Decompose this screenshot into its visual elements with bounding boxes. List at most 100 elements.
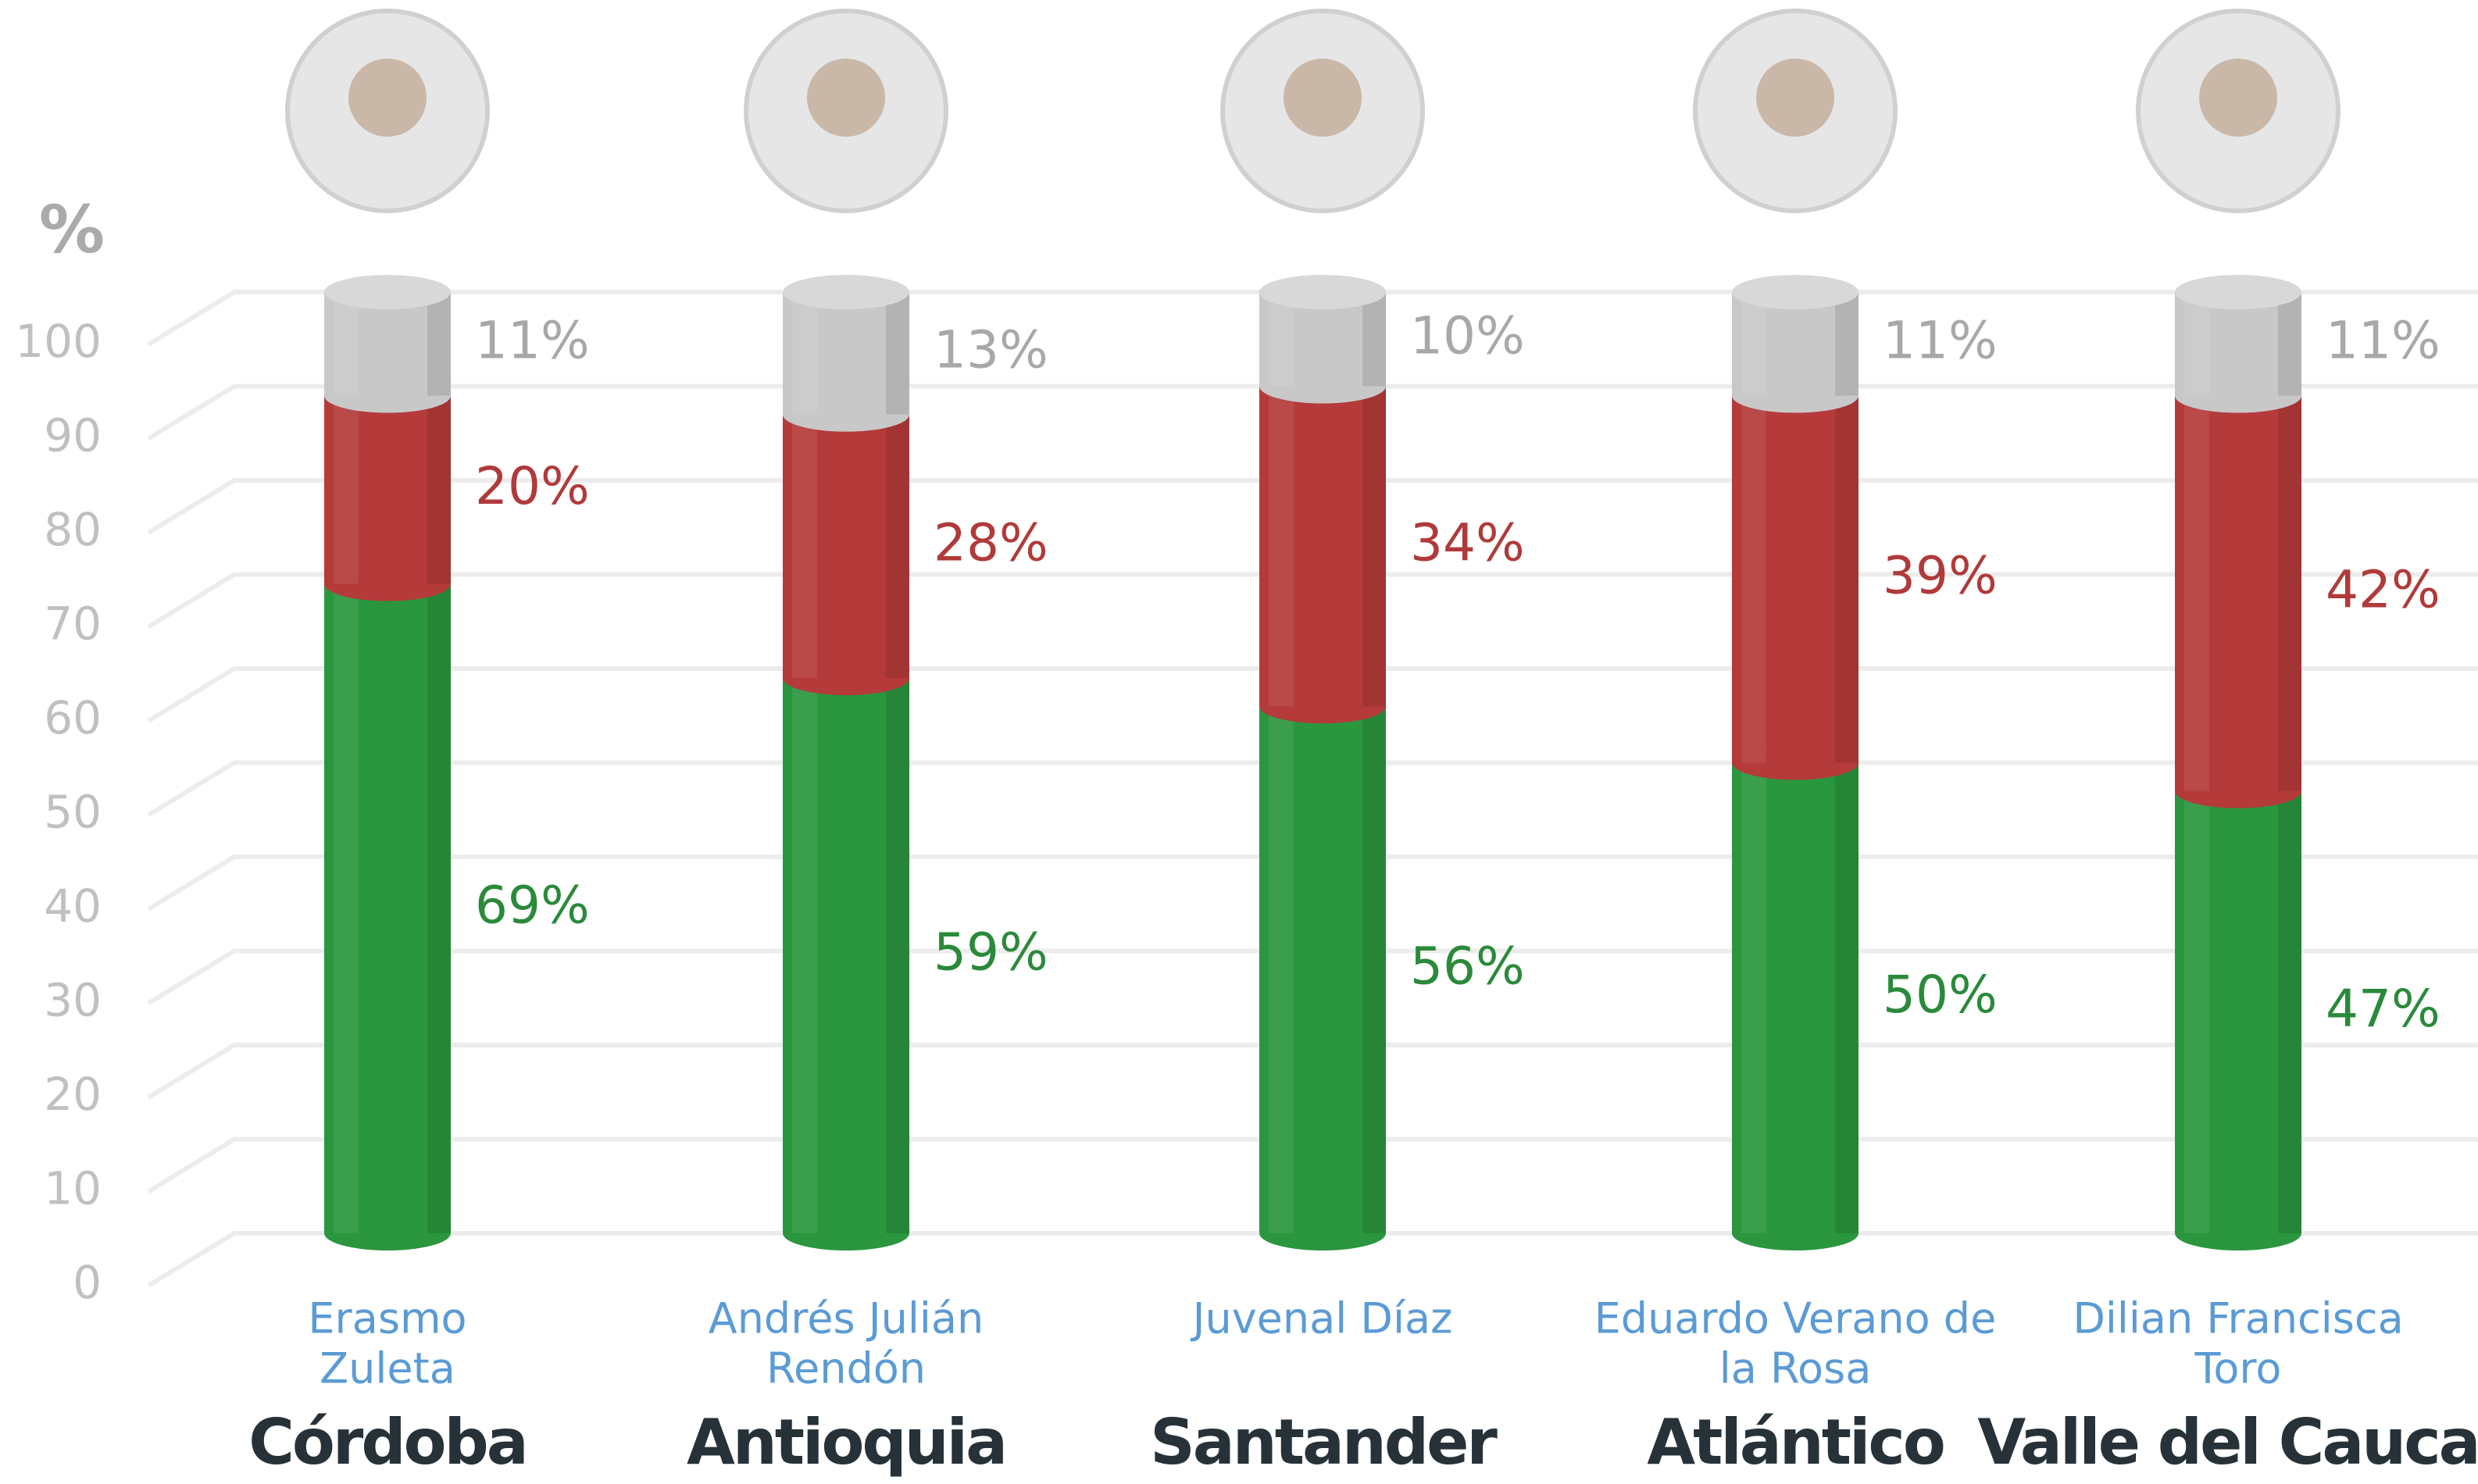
candidate-name: Eduardo Verano de (1594, 1294, 1997, 1343)
value-label: 10% (1410, 305, 1525, 366)
value-label: 13% (934, 319, 1048, 380)
bar-cap (1732, 275, 1858, 309)
bar-shade (1835, 292, 1858, 396)
bar-segment-bottom (2175, 1216, 2301, 1250)
bar-segment-bottom (783, 397, 909, 432)
candidate-name: Toro (2194, 1344, 2282, 1393)
bar-highlight (334, 292, 359, 396)
bar-highlight (792, 414, 817, 679)
bar-segment (1732, 395, 1858, 763)
bar-segment-bottom (1259, 369, 1386, 404)
bar-shade (886, 414, 909, 679)
bar-segment-bottom (324, 378, 451, 413)
x-tick-label: Córdoba (248, 1406, 527, 1479)
bar-segment (1732, 762, 1858, 1233)
bar-segment (783, 678, 909, 1233)
candidate-photo-head (1284, 59, 1362, 137)
value-label: 11% (475, 310, 590, 370)
bar-shade (1362, 706, 1386, 1233)
value-label: 11% (1883, 310, 1998, 370)
bar-shade (2278, 292, 2301, 396)
value-label: 50% (1883, 965, 1998, 1025)
bar-segment (1259, 706, 1386, 1233)
bar-segment (324, 583, 451, 1233)
bar-highlight (1741, 762, 1766, 1233)
bar-segment-bottom (324, 1216, 451, 1250)
bar-shade (2278, 790, 2301, 1233)
value-label: 20% (475, 456, 590, 516)
value-label: 34% (1410, 512, 1525, 573)
candidate-photo-head (2199, 59, 2277, 137)
y-tick-label: 20 (44, 1068, 102, 1121)
bar-segment-bottom (2175, 773, 2301, 808)
grid-line (147, 1043, 2478, 1100)
bar-shade (1362, 292, 1386, 387)
grid-line (147, 1231, 2478, 1288)
grid-line (147, 1136, 2478, 1194)
bar-segment-bottom (2175, 378, 2301, 413)
bar-cap (2175, 275, 2301, 309)
bar-segment-bottom (1732, 745, 1858, 780)
bar-segment (2175, 292, 2301, 396)
value-label: 56% (1410, 936, 1525, 997)
bar-highlight (2184, 292, 2209, 396)
y-tick-label: 90 (44, 409, 102, 462)
y-tick-label: 60 (44, 691, 102, 744)
grid-line (147, 948, 2478, 1006)
bar-highlight (792, 678, 817, 1233)
candidate-name: Zuleta (320, 1344, 455, 1393)
y-tick-label: 100 (15, 315, 102, 368)
bar-highlight (1741, 395, 1766, 763)
grid-line (147, 854, 2478, 911)
bar-highlight (1269, 386, 1294, 707)
bar-segment (324, 395, 451, 584)
bar-segment (2175, 790, 2301, 1233)
grid-line (147, 760, 2478, 818)
bar-shade (427, 583, 451, 1233)
bar-shade (886, 678, 909, 1233)
bar-shade (886, 292, 909, 415)
grid-line (147, 572, 2478, 630)
value-label: 28% (934, 512, 1048, 573)
grid-line (147, 666, 2478, 723)
candidate-name: Juvenal Díaz (1191, 1294, 1453, 1343)
y-tick-label: 80 (44, 503, 102, 556)
bar-highlight (334, 395, 359, 584)
candidate-name: Rendón (766, 1344, 926, 1393)
candidate-photo-head (348, 59, 427, 137)
bar-segment-bottom (1259, 1216, 1386, 1250)
grid-line (147, 290, 2478, 347)
bar-cap (1259, 275, 1386, 309)
candidate-name: Andrés Julián (709, 1294, 984, 1343)
bar-shade (427, 292, 451, 396)
bar-segment (783, 414, 909, 679)
bar-segment-bottom (783, 661, 909, 696)
bar-segment-bottom (1732, 1216, 1858, 1250)
y-tick-label: 70 (44, 598, 102, 651)
bar-shade (1835, 395, 1858, 763)
bar-segment (2175, 395, 2301, 791)
value-label: 47% (2326, 979, 2441, 1039)
bar-shade (1835, 762, 1858, 1233)
bar-cap (324, 275, 451, 309)
y-tick-label: 0 (73, 1256, 102, 1309)
bar-shade (2278, 395, 2301, 791)
bar-highlight (2184, 395, 2209, 791)
bar-shade (1362, 386, 1386, 707)
y-axis-label: % (39, 191, 105, 268)
bar-segment-bottom (783, 1216, 909, 1250)
y-tick-label: 30 (44, 974, 102, 1027)
y-tick-label: 10 (44, 1162, 102, 1215)
bar-segment-bottom (1732, 378, 1858, 413)
y-tick-label: 50 (44, 786, 102, 839)
bar-highlight (1741, 292, 1766, 396)
bar-highlight (334, 583, 359, 1233)
value-label: 69% (475, 875, 590, 935)
bar-segment (1259, 386, 1386, 707)
grid-line (147, 383, 2478, 441)
bar-segment-bottom (1259, 689, 1386, 724)
value-label: 39% (1883, 546, 1998, 606)
grid-line (147, 478, 2478, 535)
bar-segment (324, 292, 451, 396)
